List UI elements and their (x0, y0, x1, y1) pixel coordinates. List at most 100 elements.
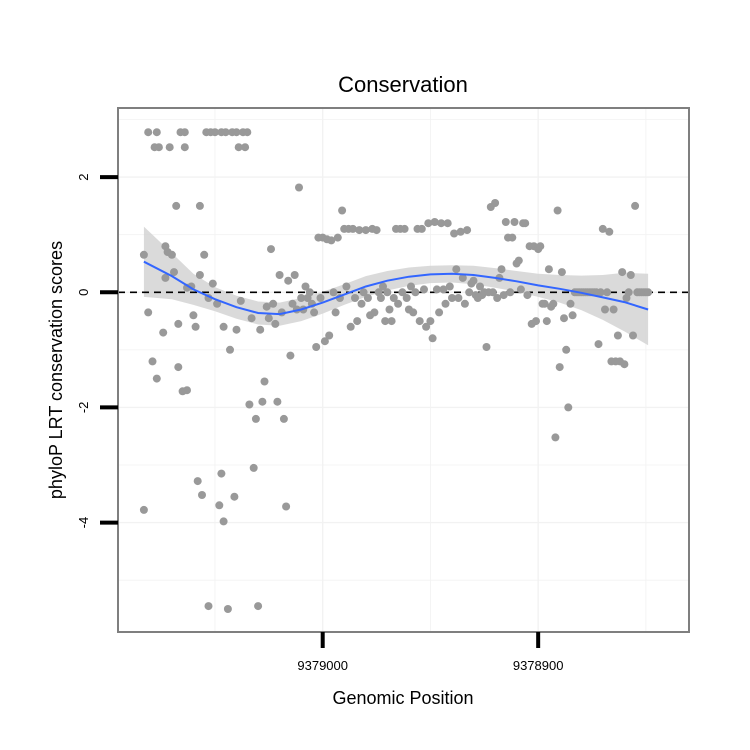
data-point (463, 226, 472, 235)
data-point (387, 317, 396, 326)
data-point (295, 183, 303, 192)
data-point (549, 299, 558, 308)
data-point (443, 219, 452, 228)
data-point (346, 322, 355, 331)
data-point (183, 386, 191, 395)
panel-border (117, 107, 690, 633)
data-point (516, 285, 525, 294)
data-point (411, 288, 420, 297)
data-point (325, 331, 334, 340)
data-point (198, 491, 206, 499)
data-point (180, 128, 189, 137)
data-point (348, 224, 357, 233)
data-point (460, 299, 469, 308)
data-point (247, 314, 256, 323)
data-point (426, 317, 435, 326)
data-point (232, 325, 241, 334)
data-point (262, 302, 271, 311)
data-point (264, 314, 273, 323)
data-point (342, 282, 351, 291)
data-point (493, 294, 502, 302)
data-point (180, 143, 189, 152)
data-point (557, 268, 566, 277)
data-point (450, 229, 459, 238)
data-point (458, 273, 467, 282)
data-point (430, 218, 439, 226)
data-point (437, 219, 446, 228)
data-point (174, 363, 183, 372)
data-point (320, 337, 329, 346)
data-point (629, 331, 637, 340)
data-point (439, 285, 448, 294)
data-point (279, 414, 288, 423)
data-point (144, 308, 153, 317)
data-point (193, 477, 202, 486)
data-point (275, 271, 284, 279)
data-point (152, 128, 161, 137)
data-point (236, 296, 245, 305)
data-point (219, 517, 228, 526)
data-point (601, 305, 609, 314)
y-tick-label: -4 (76, 517, 91, 529)
data-point (226, 345, 234, 354)
data-point (402, 294, 411, 302)
data-point (213, 299, 222, 308)
data-point (510, 218, 519, 226)
data-point (618, 268, 627, 277)
data-point (435, 308, 444, 317)
data-point (310, 308, 319, 317)
data-point (282, 502, 291, 511)
data-point (200, 250, 209, 259)
data-point (376, 294, 385, 302)
y-axis: -4 -2 0 2 phyloP LRT conservation scores (46, 173, 118, 528)
data-point (139, 505, 148, 514)
data-point (448, 294, 456, 302)
data-point (631, 201, 640, 210)
data-point (191, 322, 200, 331)
data-point (211, 128, 219, 137)
data-point (603, 288, 612, 297)
data-point (267, 245, 275, 254)
data-point (542, 317, 551, 326)
data-point (644, 288, 653, 297)
data-point (219, 322, 228, 331)
data-point (564, 403, 573, 412)
data-point (555, 363, 564, 372)
data-point (170, 268, 178, 277)
data-point (256, 325, 265, 334)
x-axis-label: Genomic Position (332, 688, 473, 708)
data-point (327, 236, 336, 245)
x-axis: 9379000 9378900 Genomic Position (297, 632, 563, 708)
smooth-trend-line (143, 260, 649, 316)
data-point (521, 219, 530, 228)
data-point (452, 265, 461, 274)
data-point (553, 206, 562, 215)
data-point (271, 319, 280, 328)
data-point (594, 340, 603, 349)
data-point (301, 282, 310, 291)
data-point (152, 374, 161, 383)
data-point (195, 201, 204, 210)
data-point (249, 463, 258, 472)
data-point (424, 219, 433, 228)
data-point (560, 314, 568, 323)
data-point (383, 288, 392, 297)
data-point (445, 282, 454, 291)
data-point (273, 397, 282, 406)
data-point (230, 492, 239, 501)
y-axis-label: phyloP LRT conservation scores (46, 241, 66, 499)
data-point (506, 288, 515, 297)
data-point (482, 343, 491, 351)
data-point (260, 377, 269, 386)
data-point (284, 276, 293, 285)
data-point (568, 311, 577, 320)
data-point (499, 291, 508, 300)
data-point (144, 128, 153, 137)
data-point (491, 199, 500, 207)
data-point (428, 334, 437, 343)
data-point (269, 299, 278, 308)
data-point (172, 201, 181, 210)
data-point (551, 433, 560, 442)
data-point (613, 331, 622, 340)
data-point (305, 288, 314, 297)
